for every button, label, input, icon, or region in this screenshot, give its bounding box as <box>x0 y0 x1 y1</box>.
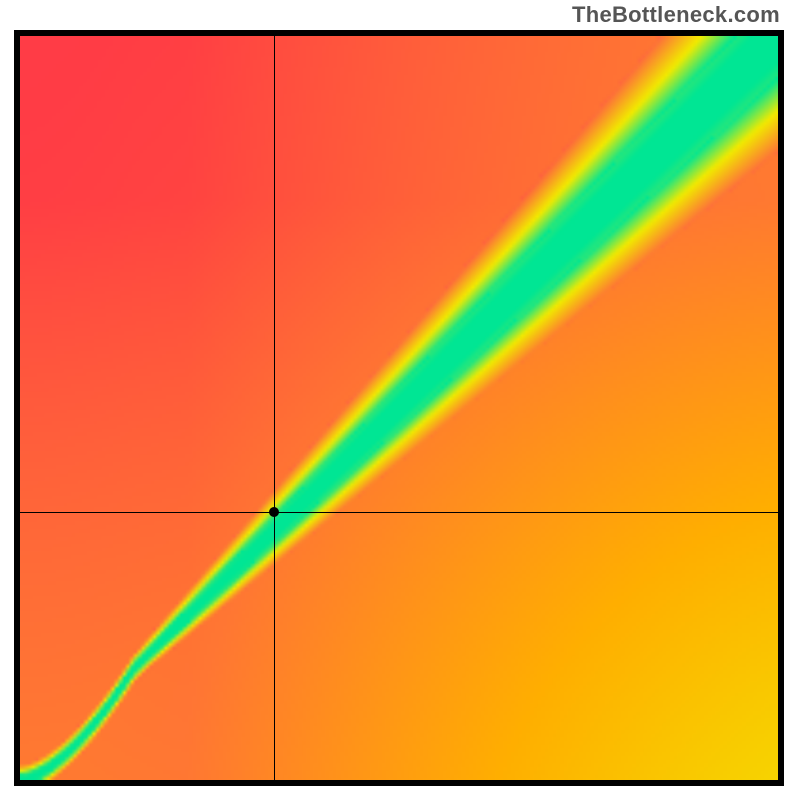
crosshair-vertical <box>274 36 275 780</box>
watermark-text: TheBottleneck.com <box>572 2 780 28</box>
heatmap-canvas <box>20 36 778 780</box>
marker-dot <box>269 507 279 517</box>
chart-frame <box>14 30 784 786</box>
crosshair-horizontal <box>20 512 778 513</box>
heatmap-plot-area <box>20 36 778 780</box>
